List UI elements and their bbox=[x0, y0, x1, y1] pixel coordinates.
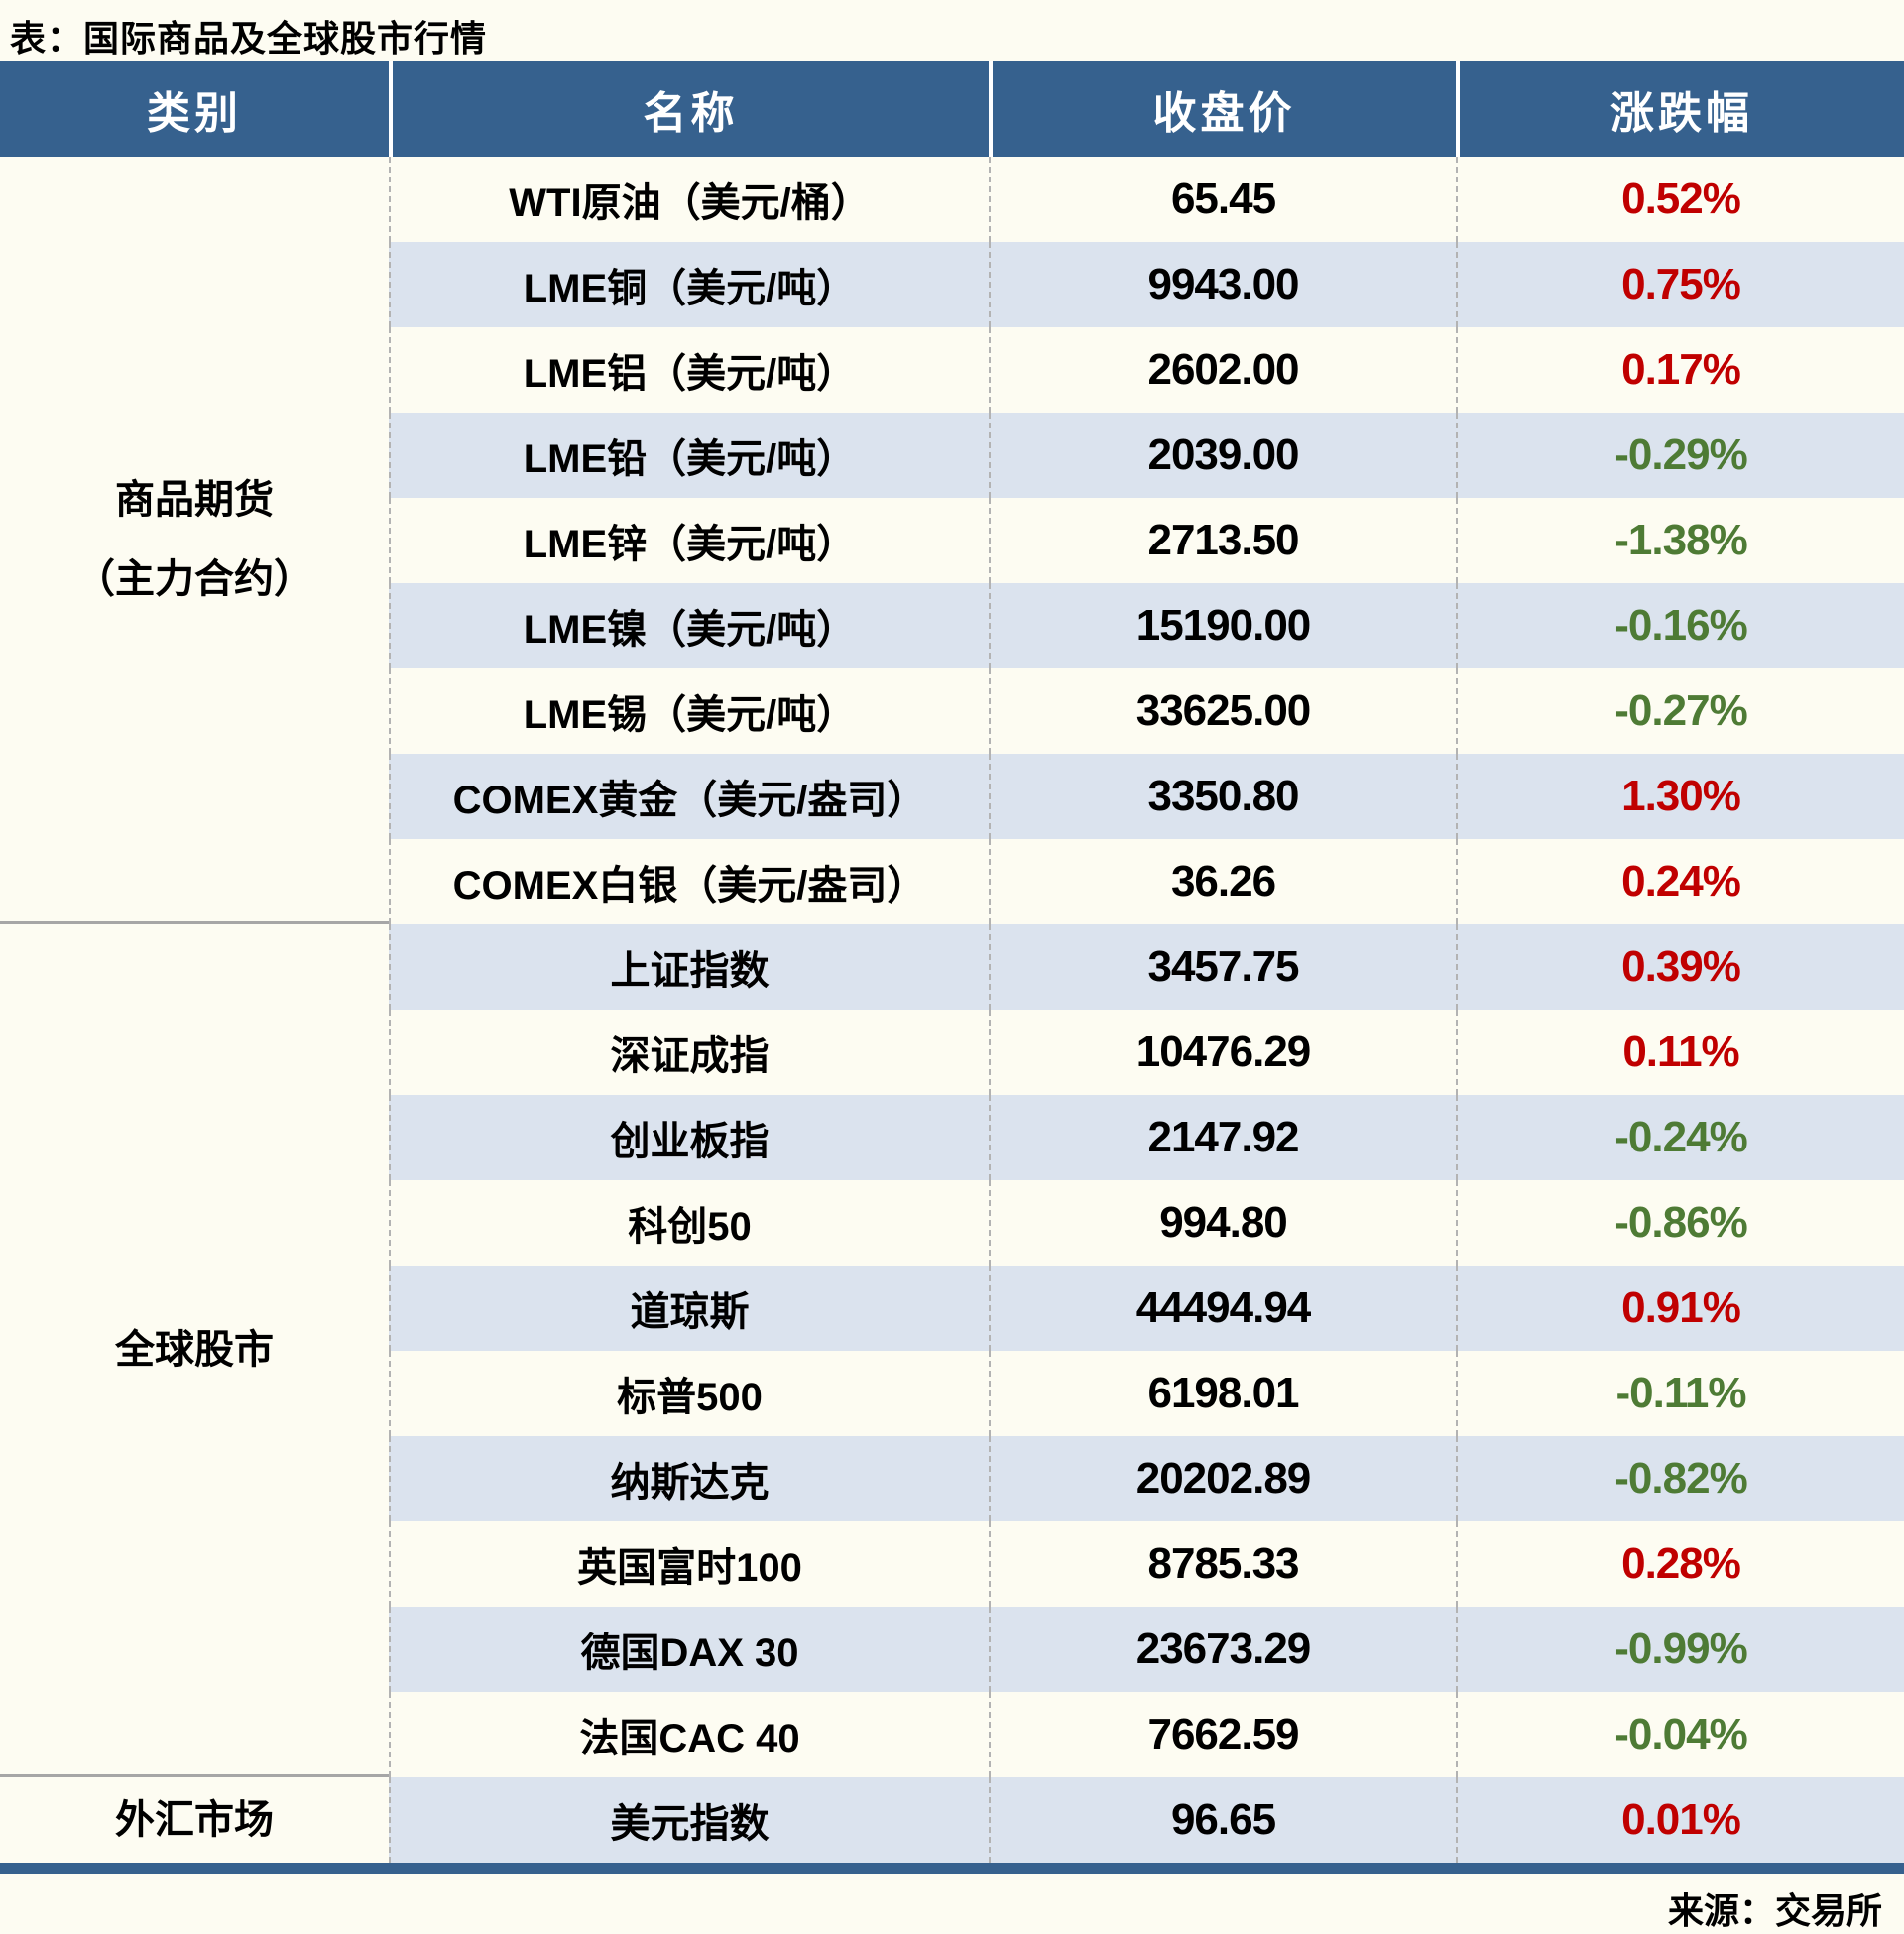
row-change: 0.91% bbox=[1456, 1266, 1904, 1351]
row-name: COMEX黄金（美元/盎司） bbox=[389, 754, 989, 839]
row-change: -1.38% bbox=[1456, 498, 1904, 583]
row-name: LME铝（美元/吨） bbox=[389, 327, 989, 413]
row-name: WTI原油（美元/桶） bbox=[389, 157, 989, 242]
row-close: 2039.00 bbox=[989, 413, 1456, 498]
row-name: LME锌（美元/吨） bbox=[389, 498, 989, 583]
row-name: LME镍（美元/吨） bbox=[389, 583, 989, 668]
row-close: 2713.50 bbox=[989, 498, 1456, 583]
row-change: 0.75% bbox=[1456, 242, 1904, 327]
row-close: 20202.89 bbox=[989, 1436, 1456, 1521]
row-close: 33625.00 bbox=[989, 668, 1456, 754]
category-cell: 商品期货 （主力合约） bbox=[0, 157, 389, 924]
row-change: -0.29% bbox=[1456, 413, 1904, 498]
row-change: 0.28% bbox=[1456, 1521, 1904, 1607]
row-change: -0.16% bbox=[1456, 583, 1904, 668]
row-close: 10476.29 bbox=[989, 1010, 1456, 1095]
row-change: 0.24% bbox=[1456, 839, 1904, 924]
row-close: 23673.29 bbox=[989, 1607, 1456, 1692]
header-close: 收盘价 bbox=[989, 61, 1456, 157]
header-category: 类别 bbox=[0, 61, 389, 157]
row-name: 创业板指 bbox=[389, 1095, 989, 1180]
row-change: -0.24% bbox=[1456, 1095, 1904, 1180]
category-label-line: 全球股市 bbox=[115, 1327, 274, 1372]
row-change: -0.04% bbox=[1456, 1692, 1904, 1777]
category-cell: 外汇市场 bbox=[0, 1777, 389, 1863]
header-change: 涨跌幅 bbox=[1456, 61, 1904, 157]
row-change: 0.39% bbox=[1456, 924, 1904, 1010]
row-close: 65.45 bbox=[989, 157, 1456, 242]
row-close: 9943.00 bbox=[989, 242, 1456, 327]
row-name: 深证成指 bbox=[389, 1010, 989, 1095]
row-change: 0.17% bbox=[1456, 327, 1904, 413]
header-name: 名称 bbox=[389, 61, 989, 157]
category-cell: 全球股市 bbox=[0, 924, 389, 1777]
category-label-line: 商品期货 bbox=[115, 477, 274, 522]
row-change: 1.30% bbox=[1456, 754, 1904, 839]
row-change: -0.27% bbox=[1456, 668, 1904, 754]
category-label-line: 外汇市场 bbox=[115, 1798, 274, 1842]
row-close: 44494.94 bbox=[989, 1266, 1456, 1351]
row-name: 标普500 bbox=[389, 1351, 989, 1436]
row-close: 96.65 bbox=[989, 1777, 1456, 1863]
row-close: 8785.33 bbox=[989, 1521, 1456, 1607]
row-change: -0.86% bbox=[1456, 1180, 1904, 1266]
row-name: 德国DAX 30 bbox=[389, 1607, 989, 1692]
row-close: 3350.80 bbox=[989, 754, 1456, 839]
row-close: 994.80 bbox=[989, 1180, 1456, 1266]
row-name: 英国富时100 bbox=[389, 1521, 989, 1607]
page-title: 表：国际商品及全球股市行情 bbox=[10, 18, 488, 59]
row-close: 15190.00 bbox=[989, 583, 1456, 668]
row-name: 科创50 bbox=[389, 1180, 989, 1266]
row-name: 道琼斯 bbox=[389, 1266, 989, 1351]
row-name: COMEX白银（美元/盎司） bbox=[389, 839, 989, 924]
row-name: 法国CAC 40 bbox=[389, 1692, 989, 1777]
row-name: 上证指数 bbox=[389, 924, 989, 1010]
row-change: 0.52% bbox=[1456, 157, 1904, 242]
row-name: 纳斯达克 bbox=[389, 1436, 989, 1521]
row-close: 6198.01 bbox=[989, 1351, 1456, 1436]
row-close: 3457.75 bbox=[989, 924, 1456, 1010]
row-close: 36.26 bbox=[989, 839, 1456, 924]
row-change: -0.99% bbox=[1456, 1607, 1904, 1692]
row-close: 2602.00 bbox=[989, 327, 1456, 413]
row-close: 7662.59 bbox=[989, 1692, 1456, 1777]
row-close: 2147.92 bbox=[989, 1095, 1456, 1180]
table-bottom-border bbox=[0, 1863, 1904, 1874]
row-name: LME铅（美元/吨） bbox=[389, 413, 989, 498]
category-label-line: （主力合约） bbox=[75, 556, 313, 601]
source-note: 来源：交易所 bbox=[1667, 1890, 1882, 1931]
market-table: 类别 名称 收盘价 涨跌幅商品期货 （主力合约） WTI原油（美元/桶） 65.45 0.52… bbox=[0, 61, 1904, 1863]
row-name: 美元指数 bbox=[389, 1777, 989, 1863]
row-change: -0.11% bbox=[1456, 1351, 1904, 1436]
row-change: -0.82% bbox=[1456, 1436, 1904, 1521]
row-change: 0.11% bbox=[1456, 1010, 1904, 1095]
row-change: 0.01% bbox=[1456, 1777, 1904, 1863]
row-name: LME锡（美元/吨） bbox=[389, 668, 989, 754]
row-name: LME铜（美元/吨） bbox=[389, 242, 989, 327]
